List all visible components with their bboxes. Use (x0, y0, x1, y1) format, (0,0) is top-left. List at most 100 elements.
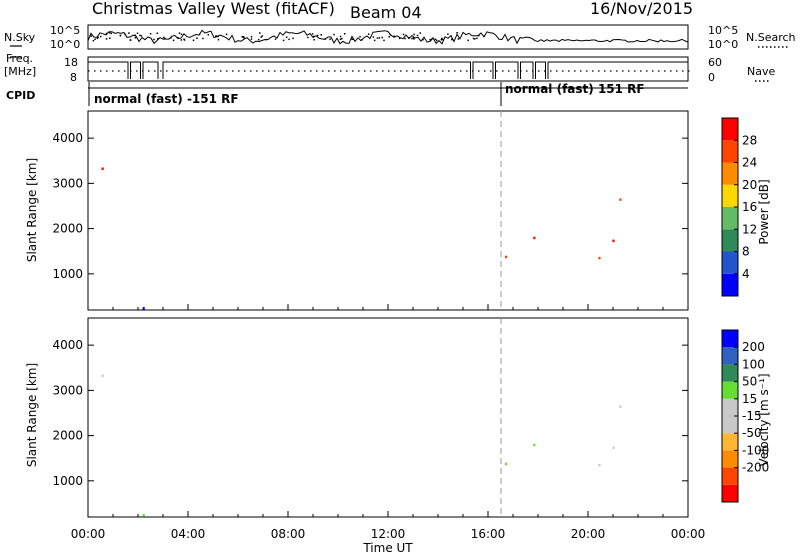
nsearch-point (180, 33, 183, 36)
nsearch-point (372, 36, 375, 38)
velocity-colorbar-label: Velocity [m s⁻¹] (757, 373, 771, 466)
velocity-cell (101, 374, 104, 377)
power-y-axis-label: Slant Range [km] (25, 158, 39, 262)
nsearch-point (97, 36, 99, 39)
x-tick-label: 00:00 (71, 527, 106, 541)
power-y-axis: 1000 2000 3000 4000 (52, 131, 688, 281)
velocity-panel-frame (87, 317, 689, 518)
nsky-left-tick-high: 10^5 (50, 24, 80, 37)
power-cell (612, 239, 615, 243)
nsearch-point (134, 37, 137, 39)
nsearch-point (225, 33, 228, 36)
nsearch-point (217, 35, 219, 38)
power-cell (101, 167, 104, 170)
nsky-right-tick-high: 10^5 (708, 24, 738, 37)
nsearch-point (341, 37, 343, 40)
power-scatter (101, 167, 622, 310)
velocity-colorbar-tick-label: -50 (742, 426, 762, 440)
power-colorbar-segment (722, 229, 738, 252)
cpid-label: CPID (6, 89, 35, 102)
nsearch-point (476, 37, 478, 40)
nsearch-point (373, 39, 376, 42)
freq-right-tick-high: 60 (708, 56, 722, 69)
nsearch-point (260, 36, 262, 38)
velocity-cell (598, 463, 601, 467)
noise-traces (87, 29, 689, 45)
y-tick-label: 1000 (52, 267, 83, 281)
velocity-colorbar-segment (722, 467, 738, 485)
nsearch-point (361, 39, 363, 41)
nsearch-point (329, 38, 331, 40)
nsearch-point (105, 32, 108, 35)
power-colorbar-tick-label: 20 (742, 178, 757, 192)
power-colorbar-tick-label: 24 (742, 156, 757, 170)
nsearch-point (177, 36, 179, 39)
nsearch-point (164, 37, 166, 40)
nsearch-label: N.Search (746, 31, 796, 44)
nsearch-point (316, 34, 319, 37)
nsearch-point (207, 34, 210, 36)
nsearch-point (419, 32, 422, 34)
y-tick-label: 1000 (52, 474, 83, 488)
nsearch-point (435, 39, 438, 42)
nsearch-point (282, 39, 285, 42)
nsearch-point (451, 38, 453, 40)
nsearch-point (136, 32, 139, 35)
power-colorbar-tick-label: 8 (742, 245, 750, 259)
velocity-cell (142, 514, 145, 517)
nsearch-point (398, 37, 401, 40)
nsearch-point (343, 33, 346, 35)
freq-traces (87, 61, 690, 79)
nsearch-point (178, 32, 181, 34)
nsearch-point (376, 37, 379, 39)
nsearch-point (467, 39, 469, 42)
x-axis-label: Time UT (362, 541, 413, 554)
velocity-colorbar-segment (722, 398, 738, 416)
nsearch-point (422, 38, 424, 41)
velocity-cell (612, 446, 615, 450)
nsearch-point (180, 39, 183, 41)
nsearch-point (431, 38, 433, 41)
noise-strip-frame (87, 24, 689, 50)
velocity-cell (505, 462, 508, 466)
nsearch-point (140, 35, 143, 37)
nsearch-point (483, 35, 485, 38)
x-tick-label: 20:00 (571, 527, 606, 541)
nsearch-point (124, 33, 127, 36)
velocity-colorbar-tick-label: 100 (742, 357, 765, 371)
nsearch-point (139, 34, 141, 37)
nsearch-point (250, 35, 253, 38)
nsearch-point (378, 37, 381, 39)
velocity-colorbar-tick-label: 200 (742, 340, 765, 354)
nsearch-point (90, 35, 92, 37)
nsearch-point (134, 34, 136, 36)
nsearch-point (109, 37, 111, 40)
nsearch-point (313, 38, 315, 41)
velocity-colorbar-segment (722, 347, 738, 365)
nsearch-point (108, 32, 111, 34)
power-colorbar-segment (722, 251, 738, 274)
nsearch-point (110, 32, 113, 35)
freq-right-tick-low: 0 (708, 71, 715, 84)
x-tick-label: 08:00 (271, 527, 306, 541)
velocity-colorbar: 200 100 50 15 -15 -50 -100 -200 (721, 329, 769, 503)
cpid-mode-1: normal (fast) -151 RF (94, 92, 239, 106)
velocity-cell (533, 443, 536, 447)
nsearch-point (307, 36, 309, 39)
velocity-colorbar-segment (722, 381, 738, 399)
y-tick-label: 4000 (52, 131, 83, 145)
station-title: Christmas Valley West (fitACF) (92, 0, 335, 18)
velocity-colorbar-segment (722, 416, 738, 434)
nsearch-point (285, 36, 288, 39)
nsearch-point (383, 39, 385, 42)
nsearch-point (183, 38, 185, 40)
nsearch-point (404, 37, 406, 40)
nsearch-point (196, 37, 198, 39)
velocity-scatter (101, 374, 622, 517)
y-tick-label: 2000 (52, 429, 83, 443)
x-tick-label: 00:00 (671, 527, 706, 541)
nsearch-point (274, 38, 277, 40)
nsearch-point (215, 35, 217, 38)
power-colorbar-tick-label: 28 (742, 133, 757, 147)
nsearch-point (339, 38, 342, 41)
